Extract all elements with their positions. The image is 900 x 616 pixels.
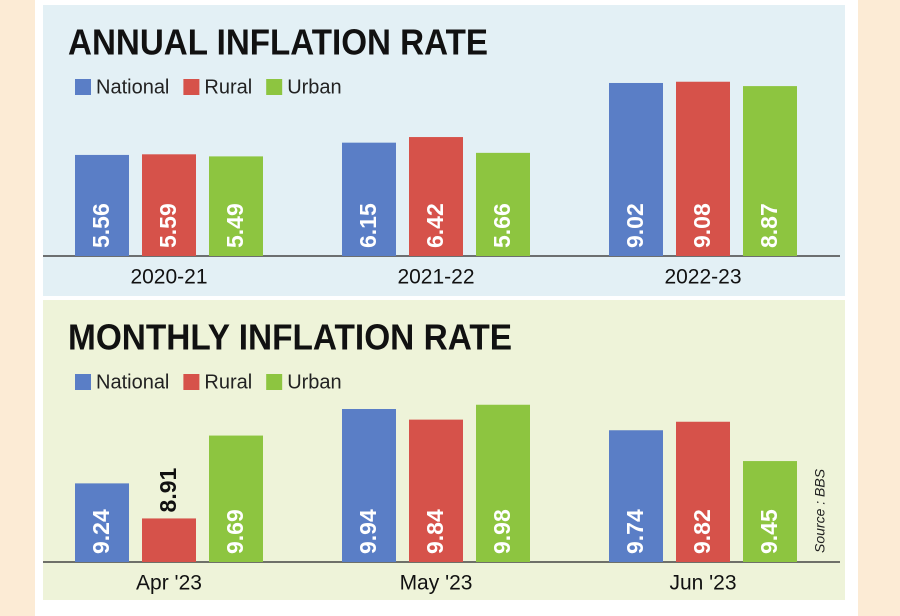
value-label: 5.56 [88, 203, 114, 248]
bar [209, 156, 263, 256]
legend-label: Urban [287, 76, 341, 98]
bar [209, 435, 263, 562]
bar [609, 82, 663, 257]
bar [409, 137, 463, 256]
bar [342, 409, 396, 562]
bar [409, 419, 463, 562]
bar [342, 142, 396, 256]
x-tick-label: Apr '23 [136, 572, 202, 595]
bar [676, 81, 730, 256]
value-label: 9.69 [222, 509, 248, 554]
value-label: 6.15 [355, 203, 381, 248]
value-label: 8.87 [756, 203, 782, 248]
value-label: 9.84 [422, 509, 448, 554]
value-label: 9.98 [489, 509, 515, 554]
bar [476, 404, 530, 562]
value-label: 8.91 [155, 467, 181, 512]
value-label: 5.66 [489, 203, 515, 248]
chart-title: MONTHLY INFLATION RATE [68, 317, 512, 358]
value-label: 6.42 [422, 203, 448, 248]
legend-swatch [183, 79, 200, 95]
legend-swatch [75, 79, 91, 95]
chart-title: ANNUAL INFLATION RATE [68, 22, 488, 63]
legend-label: National [96, 76, 169, 98]
x-tick-label: 2022-23 [664, 266, 741, 289]
x-tick-label: May '23 [400, 572, 473, 595]
value-label: 5.59 [155, 203, 181, 248]
value-label: 9.02 [622, 203, 648, 248]
bar [743, 461, 797, 562]
value-label: 9.45 [756, 509, 782, 554]
legend-swatch [75, 374, 91, 390]
legend-label: Rural [204, 76, 252, 98]
legend-swatch [266, 374, 283, 390]
bar [676, 421, 730, 562]
x-tick-label: 2021-22 [397, 266, 474, 289]
x-tick-label: Jun '23 [669, 572, 736, 595]
value-label: 9.94 [355, 509, 381, 554]
value-label: 5.49 [222, 203, 248, 248]
value-label: 9.24 [88, 509, 114, 554]
legend-swatch [183, 374, 200, 390]
bar [743, 86, 797, 256]
bar [75, 483, 129, 562]
bar [476, 152, 530, 256]
x-tick-label: 2020-21 [130, 266, 207, 289]
legend-label: National [96, 371, 169, 393]
source: Source : BBS [812, 468, 828, 553]
bar [75, 154, 129, 256]
legend-swatch [266, 79, 283, 95]
bar [142, 518, 196, 562]
bar [609, 430, 663, 562]
legend-label: Rural [204, 371, 252, 393]
legend-label: Urban [287, 371, 341, 393]
bar [142, 154, 196, 256]
value-label: 9.08 [689, 203, 715, 248]
value-label: 9.82 [689, 509, 715, 554]
value-label: 9.74 [622, 509, 648, 554]
